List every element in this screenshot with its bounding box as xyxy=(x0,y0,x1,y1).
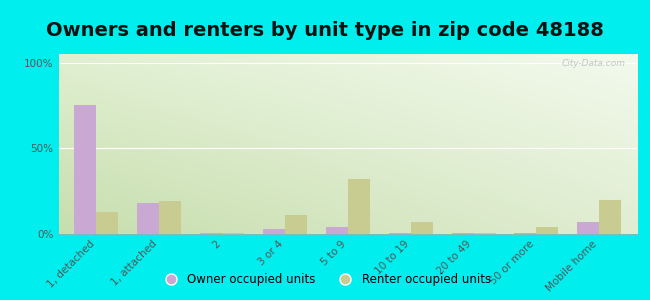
Text: City-Data.com: City-Data.com xyxy=(562,59,625,68)
Bar xyxy=(200,233,222,234)
Bar xyxy=(74,105,96,234)
Bar xyxy=(159,201,181,234)
Bar xyxy=(222,233,244,234)
Bar xyxy=(577,222,599,234)
Bar xyxy=(285,215,307,234)
Bar xyxy=(452,233,473,234)
Bar xyxy=(263,229,285,234)
Bar xyxy=(96,212,118,234)
Bar xyxy=(411,222,433,234)
Bar xyxy=(137,203,159,234)
Bar xyxy=(599,200,621,234)
Text: Owners and renters by unit type in zip code 48188: Owners and renters by unit type in zip c… xyxy=(46,21,604,40)
Legend: Owner occupied units, Renter occupied units: Owner occupied units, Renter occupied un… xyxy=(154,269,496,291)
Bar xyxy=(348,179,370,234)
Bar xyxy=(473,233,495,234)
Bar xyxy=(536,227,558,234)
Bar xyxy=(326,227,348,234)
Bar xyxy=(389,233,411,234)
Bar xyxy=(514,233,536,234)
